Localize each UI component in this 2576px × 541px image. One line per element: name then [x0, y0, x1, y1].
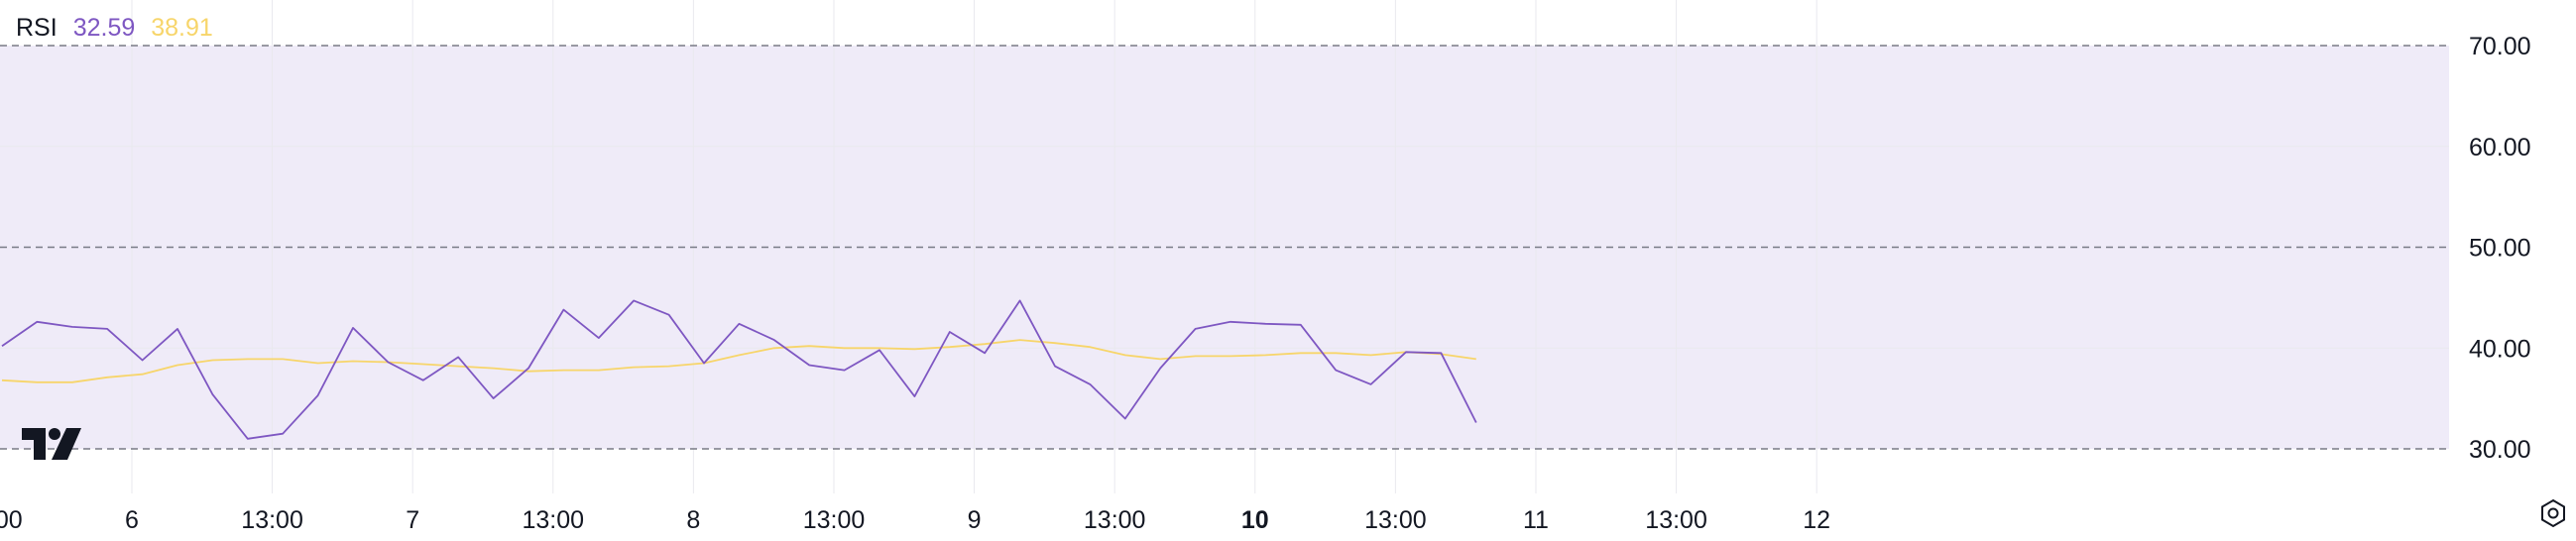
- x-tick-label: 11: [1523, 506, 1549, 534]
- tradingview-logo-icon[interactable]: [22, 428, 81, 465]
- x-tick-label: 13:00: [241, 506, 303, 534]
- x-tick-label: 13:00: [522, 506, 584, 534]
- rsi-ma-line: [1, 339, 1476, 383]
- x-tick-label: 13:00: [1364, 506, 1427, 534]
- y-tick-label: 60.00: [2469, 134, 2531, 162]
- y-tick-label: 30.00: [2469, 436, 2531, 464]
- legend: RSI 32.59 38.91: [16, 14, 213, 43]
- rsi-value: 32.59: [72, 14, 136, 42]
- x-tick-label: 10: [1241, 506, 1269, 534]
- rsi-ma-value: 38.91: [151, 14, 213, 42]
- indicator-name: RSI: [16, 14, 58, 42]
- x-tick-label: 7: [406, 506, 419, 534]
- y-tick-label: 70.00: [2469, 33, 2531, 60]
- x-tick-label: 12: [1803, 506, 1830, 534]
- x-tick-label: 13:00: [803, 506, 866, 534]
- rsi-line: [1, 299, 1477, 440]
- x-tick-label: 6: [125, 506, 139, 534]
- settings-icon[interactable]: [2538, 498, 2568, 533]
- x-tick-label: 13:00: [1084, 506, 1146, 534]
- x-tick-label: 13:00: [0, 506, 23, 534]
- x-tick-label: 9: [968, 506, 982, 534]
- y-tick-label: 50.00: [2469, 235, 2531, 263]
- x-tick-label: 8: [686, 506, 700, 534]
- x-tick-label: 13:00: [1645, 506, 1707, 534]
- y-tick-label: 40.00: [2469, 335, 2531, 363]
- rsi-band: [0, 46, 2449, 449]
